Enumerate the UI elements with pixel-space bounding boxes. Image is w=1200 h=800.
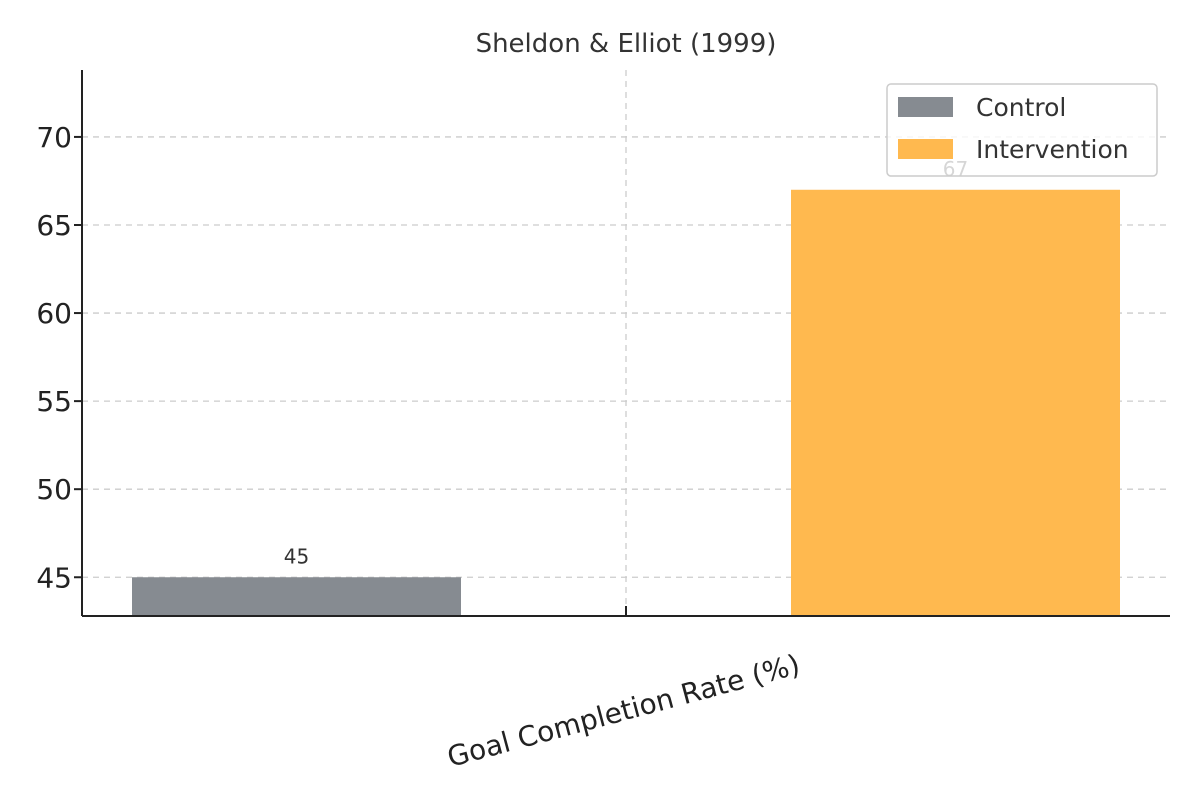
legend-label-control: Control	[976, 93, 1066, 122]
y-axis-ticks: 45 50 55 60 65 70	[36, 121, 82, 594]
legend: Control Intervention	[886, 83, 1158, 177]
chart-title: Sheldon & Elliot (1999)	[476, 29, 777, 59]
y-tick-label: 70	[36, 121, 72, 154]
legend-label-intervention: Intervention	[976, 135, 1129, 164]
bar-value-label-control: 45	[284, 544, 309, 568]
bars	[132, 189, 1120, 616]
legend-swatch-intervention	[898, 139, 953, 159]
y-tick-label: 60	[36, 297, 72, 330]
legend-swatch-control	[898, 97, 953, 117]
y-tick-label: 55	[36, 385, 72, 418]
x-tick-label: Goal Completion Rate (%)	[444, 648, 804, 774]
bar-intervention	[791, 189, 1120, 616]
legend-box	[886, 83, 1158, 177]
y-tick-label: 65	[36, 209, 72, 242]
x-axis-ticks: Goal Completion Rate (%)	[444, 606, 804, 774]
grid-lines	[82, 70, 1170, 616]
y-tick-label: 45	[36, 561, 72, 594]
bar-control	[132, 577, 461, 616]
y-tick-label: 50	[36, 473, 72, 506]
